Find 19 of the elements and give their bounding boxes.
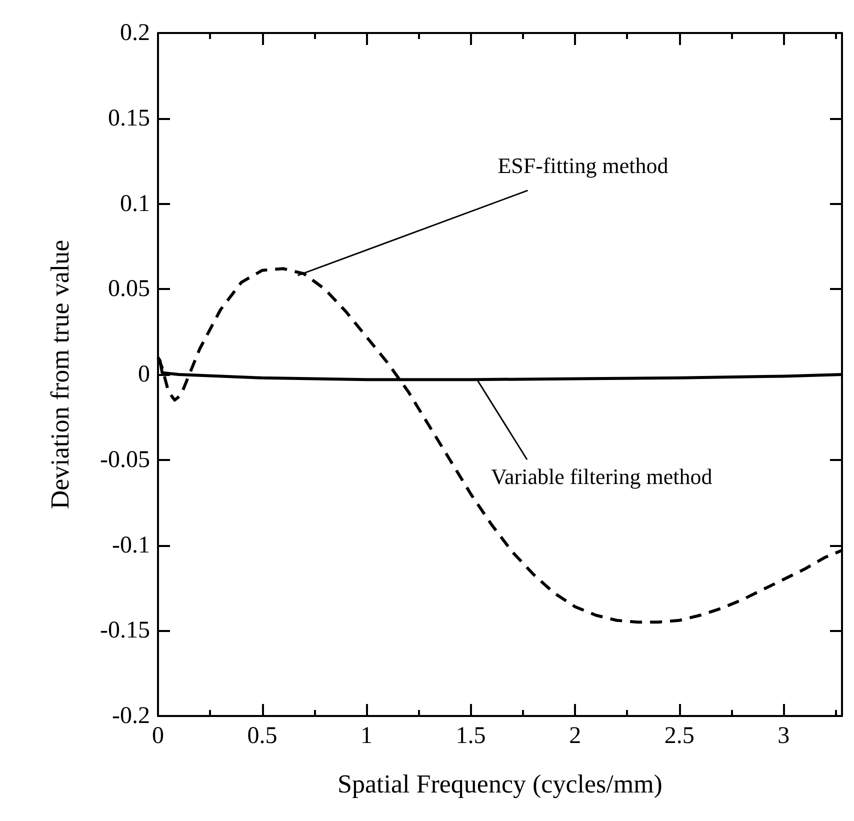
x-tick-label: 2.5: [664, 723, 694, 749]
y-tick-label: -0.05: [100, 446, 150, 473]
x-axis-title: Spatial Frequency (cycles/mm): [338, 770, 662, 798]
x-tick-label: 3: [778, 723, 790, 749]
y-tick-label: -0.1: [112, 532, 150, 558]
y-tick-label: -0.15: [100, 618, 150, 644]
x-tick-label: 1: [360, 723, 373, 749]
y-tick-label: 0.2: [120, 20, 150, 46]
x-tick-label: 1.5: [456, 723, 486, 749]
y-tick-label: -0.2: [112, 703, 150, 729]
y-axis-title: Deviation from true value: [46, 240, 74, 510]
x-tick-label: 0.5: [247, 723, 278, 749]
annotation: ESF-fitting method: [498, 152, 668, 178]
x-tick-label: 2: [569, 723, 582, 749]
annotation: Variable filtering method: [491, 464, 712, 490]
y-tick-label: 0: [138, 362, 150, 388]
y-tick-label: 0.05: [108, 276, 150, 302]
y-tick-label: 0.1: [120, 190, 150, 217]
y-tick-label: 0.15: [108, 105, 150, 132]
